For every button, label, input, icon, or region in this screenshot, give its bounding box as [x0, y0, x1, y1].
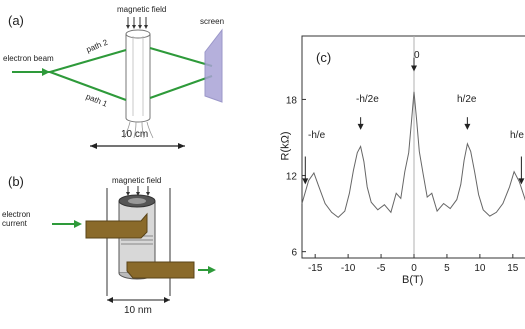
upper-contact	[85, 212, 148, 239]
solenoid-a	[125, 29, 151, 123]
x-tick-label: 0	[411, 263, 417, 274]
scale-bar-a	[90, 143, 185, 149]
field-arrows-a	[126, 17, 148, 29]
nanoring-diagram	[52, 186, 216, 303]
current-arrows	[52, 220, 216, 274]
annotation-zero: 0	[414, 50, 420, 61]
panel-a-label: (a)	[8, 13, 24, 28]
electron-beam-label: electron beam	[3, 54, 54, 63]
y-tick-label: 12	[286, 172, 298, 183]
x-tick-label: -5	[377, 263, 386, 274]
screen-plate	[204, 28, 223, 103]
electron-current-label-2: current	[2, 219, 27, 228]
x-tick-label: 5	[444, 263, 450, 274]
axis-ticks: -15 -10 -5 0 5 10 15 6 12 18	[286, 95, 519, 274]
x-tick-label: 15	[507, 263, 519, 274]
panel-c-label: (c)	[316, 50, 332, 65]
electron-current-label-1: electron	[2, 210, 31, 219]
scale-bar-b	[107, 297, 170, 303]
lower-contact	[126, 261, 195, 279]
x-tick-label: 10	[474, 263, 486, 274]
electron-paths	[12, 47, 213, 101]
field-lines-below-a	[123, 121, 154, 139]
annotation-arrow-head	[464, 123, 471, 130]
annotation-h-e: h/e	[510, 130, 524, 141]
annotation-minus-h-2e: -h/2e	[356, 94, 379, 105]
y-tick-label: 6	[291, 248, 297, 259]
annotation-arrows	[302, 57, 525, 185]
x-tick-label: -10	[341, 263, 356, 274]
y-tick-label: 18	[286, 95, 298, 106]
x-tick-label: -15	[308, 263, 323, 274]
magnetic-field-label-b: magnetic field	[112, 176, 162, 185]
screen-label: screen	[200, 17, 225, 26]
annotation-minus-h-e: -h/e	[308, 130, 326, 141]
annotation-arrow-head	[518, 178, 525, 185]
annotation-arrow-head	[357, 123, 364, 130]
resistance-curve	[301, 91, 525, 219]
annotation-arrow-head	[302, 178, 309, 185]
magnetic-field-label-a: magnetic field	[117, 5, 167, 14]
annotation-arrow-head	[411, 65, 417, 72]
panel-b-label: (b)	[8, 174, 24, 189]
interferometer-diagram	[12, 17, 223, 149]
annotation-h-2e: h/2e	[457, 94, 477, 105]
scale-label-b: 10 nm	[124, 305, 152, 316]
x-axis-label: B(T)	[402, 274, 424, 286]
